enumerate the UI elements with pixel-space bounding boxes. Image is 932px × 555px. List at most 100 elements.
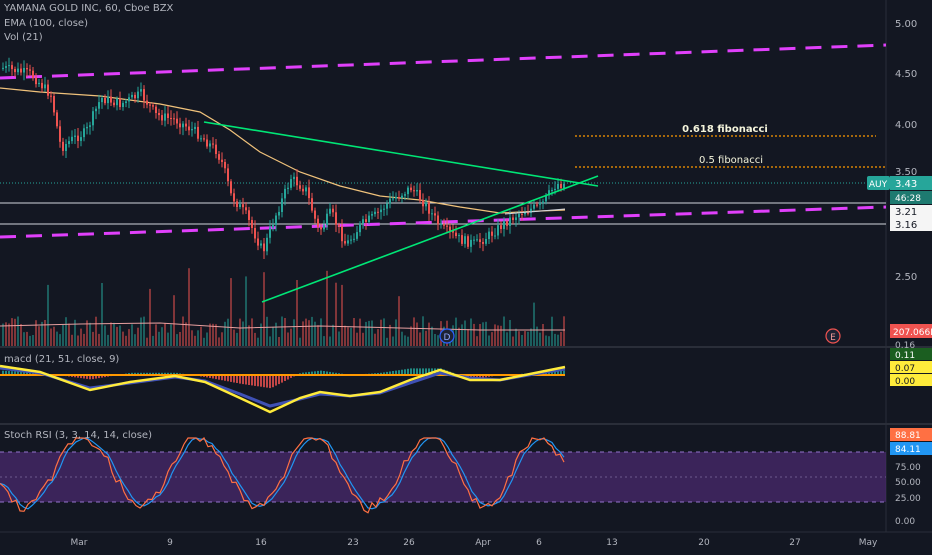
candle-body: [206, 139, 208, 147]
macd-histogram-bar: [101, 375, 103, 378]
volume-bar: [2, 323, 4, 346]
candle-body: [182, 123, 184, 128]
macd-histogram-bar: [155, 372, 157, 375]
volume-bar: [296, 280, 298, 346]
volume-bar: [299, 337, 301, 346]
candle-body: [248, 210, 250, 220]
price-axis[interactable]: 5.00 4.50 4.00 3.50 2.50: [895, 19, 917, 283]
candle-body: [68, 141, 70, 144]
ema-legend[interactable]: EMA (100, close): [4, 18, 88, 29]
candle-body: [20, 68, 22, 73]
macd-histogram-bar: [476, 375, 478, 379]
volume-bar: [551, 316, 553, 346]
candle-body: [341, 226, 343, 242]
volume-bar: [167, 332, 169, 346]
volume-bar: [44, 320, 46, 346]
candle-body: [470, 239, 472, 247]
volume-bar: [17, 316, 19, 346]
candle-body: [209, 143, 211, 147]
triangle-lower-line[interactable]: [261, 175, 599, 303]
volume-bar: [287, 332, 289, 346]
candle-body: [494, 235, 496, 237]
time-axis[interactable]: Mar 9 16 23 26 Apr 6 13 20 27 May: [71, 538, 878, 548]
volume-bar: [101, 283, 103, 346]
channel-upper-line[interactable]: [0, 43, 887, 80]
volume-bar: [503, 316, 505, 346]
candle-body: [287, 187, 289, 189]
volume-bar: [56, 331, 58, 346]
volume-bar: [473, 323, 475, 346]
volume-bar: [455, 317, 457, 346]
volume-bar: [209, 323, 211, 346]
volume-bar: [77, 335, 79, 346]
volume-bar: [356, 332, 358, 346]
candle-body: [509, 217, 511, 226]
candle-body: [254, 228, 256, 239]
price-candles[interactable]: [2, 57, 565, 259]
candle-body: [326, 213, 328, 226]
candle-body: [284, 188, 286, 199]
candle-body: [554, 188, 556, 190]
macd-histogram-bar: [137, 372, 139, 375]
small-level-line[interactable]: [504, 208, 566, 215]
volume-bar: [137, 327, 139, 346]
volume-legend[interactable]: Vol (21): [4, 32, 43, 43]
candle-body: [413, 190, 415, 192]
volume-bar: [422, 316, 424, 346]
macd-histogram-bar: [248, 375, 250, 385]
candle-body: [548, 190, 550, 196]
macd-histogram-bar: [23, 371, 25, 375]
last-price-badge: [890, 176, 932, 190]
candle-body: [296, 176, 298, 186]
stoch-k-badge-text: 88.81: [895, 431, 921, 441]
candle-body: [23, 68, 25, 73]
candle-body: [518, 213, 520, 218]
volume-bar: [293, 319, 295, 346]
macd-histogram-bar: [560, 371, 562, 375]
triangle-upper-line[interactable]: [203, 121, 599, 187]
stoch-tick: 50.00: [895, 478, 921, 488]
candle-body: [422, 200, 424, 207]
candle-body: [443, 223, 445, 226]
volume-bar: [74, 319, 76, 346]
candle-body: [347, 240, 349, 244]
macd-histogram-bar: [209, 375, 211, 378]
volume-bar: [134, 334, 136, 346]
symbol-legend[interactable]: YAMANA GOLD INC, 60, Cboe BZX: [4, 3, 174, 14]
last-price-text: 3.43: [895, 179, 917, 190]
volume-bar: [212, 323, 214, 346]
volume-bar: [203, 337, 205, 346]
macd-histogram-bar: [254, 375, 256, 386]
macd-histogram-bar: [164, 372, 166, 375]
stoch-legend[interactable]: Stoch RSI (3, 3, 14, 14, close): [4, 430, 152, 441]
volume-bar: [548, 336, 550, 346]
candle-body: [302, 188, 304, 192]
volume-bar: [149, 288, 151, 346]
macd-histogram-bar: [545, 372, 547, 375]
candle-body: [344, 241, 346, 244]
candle-body: [167, 113, 169, 118]
earnings-marker[interactable]: E: [825, 328, 841, 344]
channel-lower-line[interactable]: [0, 205, 887, 239]
volume-bar: [173, 295, 175, 346]
volume-bar: [545, 335, 547, 346]
macd-legend[interactable]: macd (21, 51, close, 9): [4, 354, 120, 365]
candle-body: [404, 194, 406, 196]
candle-body: [71, 136, 73, 142]
dividend-marker[interactable]: D: [439, 328, 455, 344]
volume-bar: [47, 284, 49, 346]
macd-histogram-bar: [227, 375, 229, 382]
macd-histogram-bar: [398, 370, 400, 375]
macd-badge-3-text: 0.00: [895, 377, 915, 387]
candle-body: [158, 113, 160, 116]
candle-body: [380, 209, 382, 213]
candle-body: [203, 138, 205, 140]
volume-bar: [374, 333, 376, 346]
volume-bar: [365, 321, 367, 346]
candle-body: [197, 126, 199, 139]
macd-histogram-bar: [287, 375, 289, 380]
volume-bar: [563, 316, 565, 346]
macd-histogram-bar: [557, 371, 559, 375]
